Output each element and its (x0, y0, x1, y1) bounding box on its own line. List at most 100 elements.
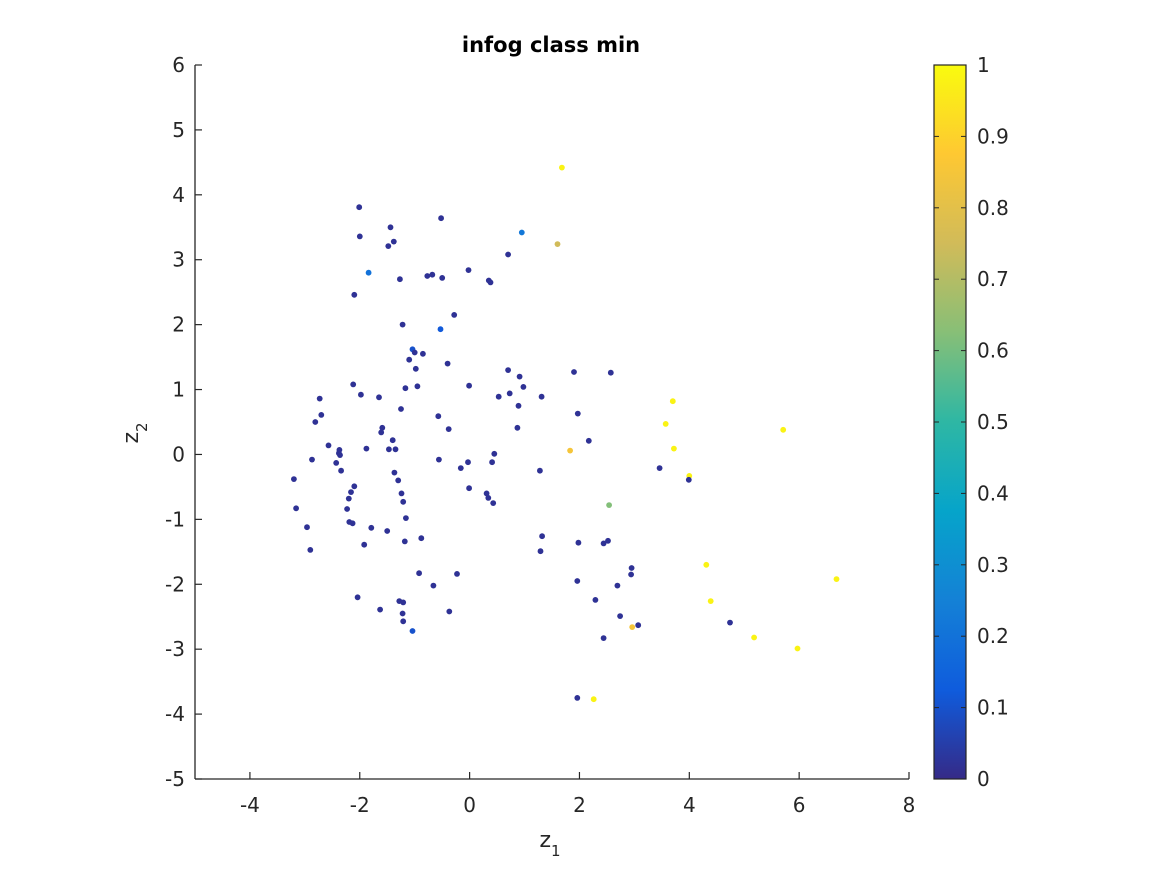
scatter-point (585, 437, 592, 444)
y-tick-label: 1 (172, 378, 185, 402)
y-tick-label: 3 (172, 248, 185, 272)
scatter-point (505, 251, 511, 258)
scatter-point (403, 515, 409, 521)
scatter-point (418, 535, 425, 542)
scatter-point (592, 597, 599, 603)
scatter-point (451, 312, 458, 318)
y-tick-label: 4 (172, 183, 185, 207)
scatter-point (401, 538, 408, 545)
scatter-point (600, 635, 607, 641)
scatter-point (487, 279, 494, 286)
scatter-point (617, 613, 623, 619)
scatter-point (368, 524, 375, 531)
colorbar-tick-label: 0.6 (977, 339, 1009, 363)
scatter-point (516, 373, 523, 380)
scatter-point (518, 229, 525, 236)
scatter-point (293, 505, 299, 512)
scatter-point (400, 498, 407, 505)
scatter-point (365, 269, 372, 276)
y-tick-label: -1 (165, 507, 185, 531)
y-tick-label: -3 (165, 637, 185, 661)
scatter-point (669, 398, 676, 405)
colorbar-tick-label: 0.5 (977, 410, 1009, 434)
scatter-point (307, 547, 314, 553)
scatter-point (389, 437, 396, 444)
y-tick-label: -4 (165, 702, 185, 726)
scatter-point (495, 393, 502, 400)
scatter-point (395, 477, 402, 484)
scatter-point (356, 233, 363, 240)
scatter-point (386, 446, 392, 453)
scatter-point (600, 540, 607, 547)
scatter-point (430, 582, 437, 589)
colorbar-gradient (934, 65, 966, 779)
scatter-point (662, 421, 669, 427)
scatter-point (399, 610, 406, 617)
x-tick-label: 4 (683, 793, 696, 817)
scatter-point (349, 520, 356, 527)
colorbar-tick-label: 0.3 (977, 553, 1009, 577)
scatter-point (629, 624, 636, 630)
scatter-point (554, 241, 561, 248)
scatter-point (378, 429, 385, 436)
scatter-point (465, 267, 472, 273)
x-axis-ticks: -4 -2 0 2 4 6 8 (240, 772, 915, 817)
scatter-point (356, 204, 363, 211)
scatter-point (446, 608, 453, 615)
scatter-point (707, 598, 714, 604)
colorbar-tick-label: 0.9 (977, 124, 1009, 148)
scatter-point (605, 537, 611, 544)
y-tick-label: 6 (172, 53, 185, 77)
colorbar-tick-label: 0.7 (977, 267, 1009, 291)
colorbar-ticks: 0 0.1 0.2 0.3 0.4 0.5 0.6 0.7 0.8 0.9 1 (934, 53, 1009, 791)
x-tick-label: 2 (573, 793, 586, 817)
scatter-point (397, 276, 403, 283)
scatter-point (685, 476, 692, 483)
scatter-point (399, 321, 406, 328)
scatter-point (465, 459, 471, 466)
scatter-point (571, 369, 577, 375)
scatter-point (345, 495, 352, 502)
scatter-point (438, 215, 444, 222)
scatter-point (402, 385, 409, 392)
scatter-point (333, 460, 340, 466)
scatter-point (539, 533, 545, 540)
scatter-point (391, 469, 398, 476)
y-tick-label: 5 (172, 118, 185, 142)
scatter-point (361, 541, 368, 548)
scatter-point (466, 382, 472, 389)
scatter-point (304, 524, 310, 531)
scatter-point (505, 367, 511, 373)
scatter-point (575, 539, 582, 546)
scatter-point (607, 369, 614, 376)
scatter-point (614, 582, 621, 589)
x-tick-label: 8 (903, 793, 916, 817)
scatter-point (291, 476, 297, 482)
x-tick-label: 0 (463, 793, 476, 817)
scatter-point (485, 495, 492, 501)
scatter-point (559, 164, 565, 171)
scatter-point (316, 395, 323, 402)
scatter-point (414, 383, 421, 390)
x-tick-label: -2 (350, 793, 370, 817)
scatter-point (606, 502, 612, 508)
scatter-point (411, 349, 418, 356)
scatter-point (338, 467, 344, 474)
scatter-point (703, 561, 710, 568)
scatter-point (574, 578, 581, 584)
y-tick-label: 0 (172, 442, 185, 466)
scatter-point (567, 447, 573, 454)
scatter-point (506, 390, 513, 397)
scatter-point (537, 548, 544, 555)
scatter-point (309, 456, 315, 463)
scatter-point (656, 465, 663, 471)
scatter-point (351, 291, 358, 298)
scatter-point (628, 565, 635, 571)
scatter-point (794, 645, 801, 652)
scatter-point (337, 452, 343, 458)
scatter-point (363, 445, 370, 452)
scatter-point (454, 571, 460, 577)
colorbar: 0 0.1 0.2 0.3 0.4 0.5 0.6 0.7 0.8 0.9 1 (933, 53, 1009, 791)
scatter-point (515, 402, 522, 409)
